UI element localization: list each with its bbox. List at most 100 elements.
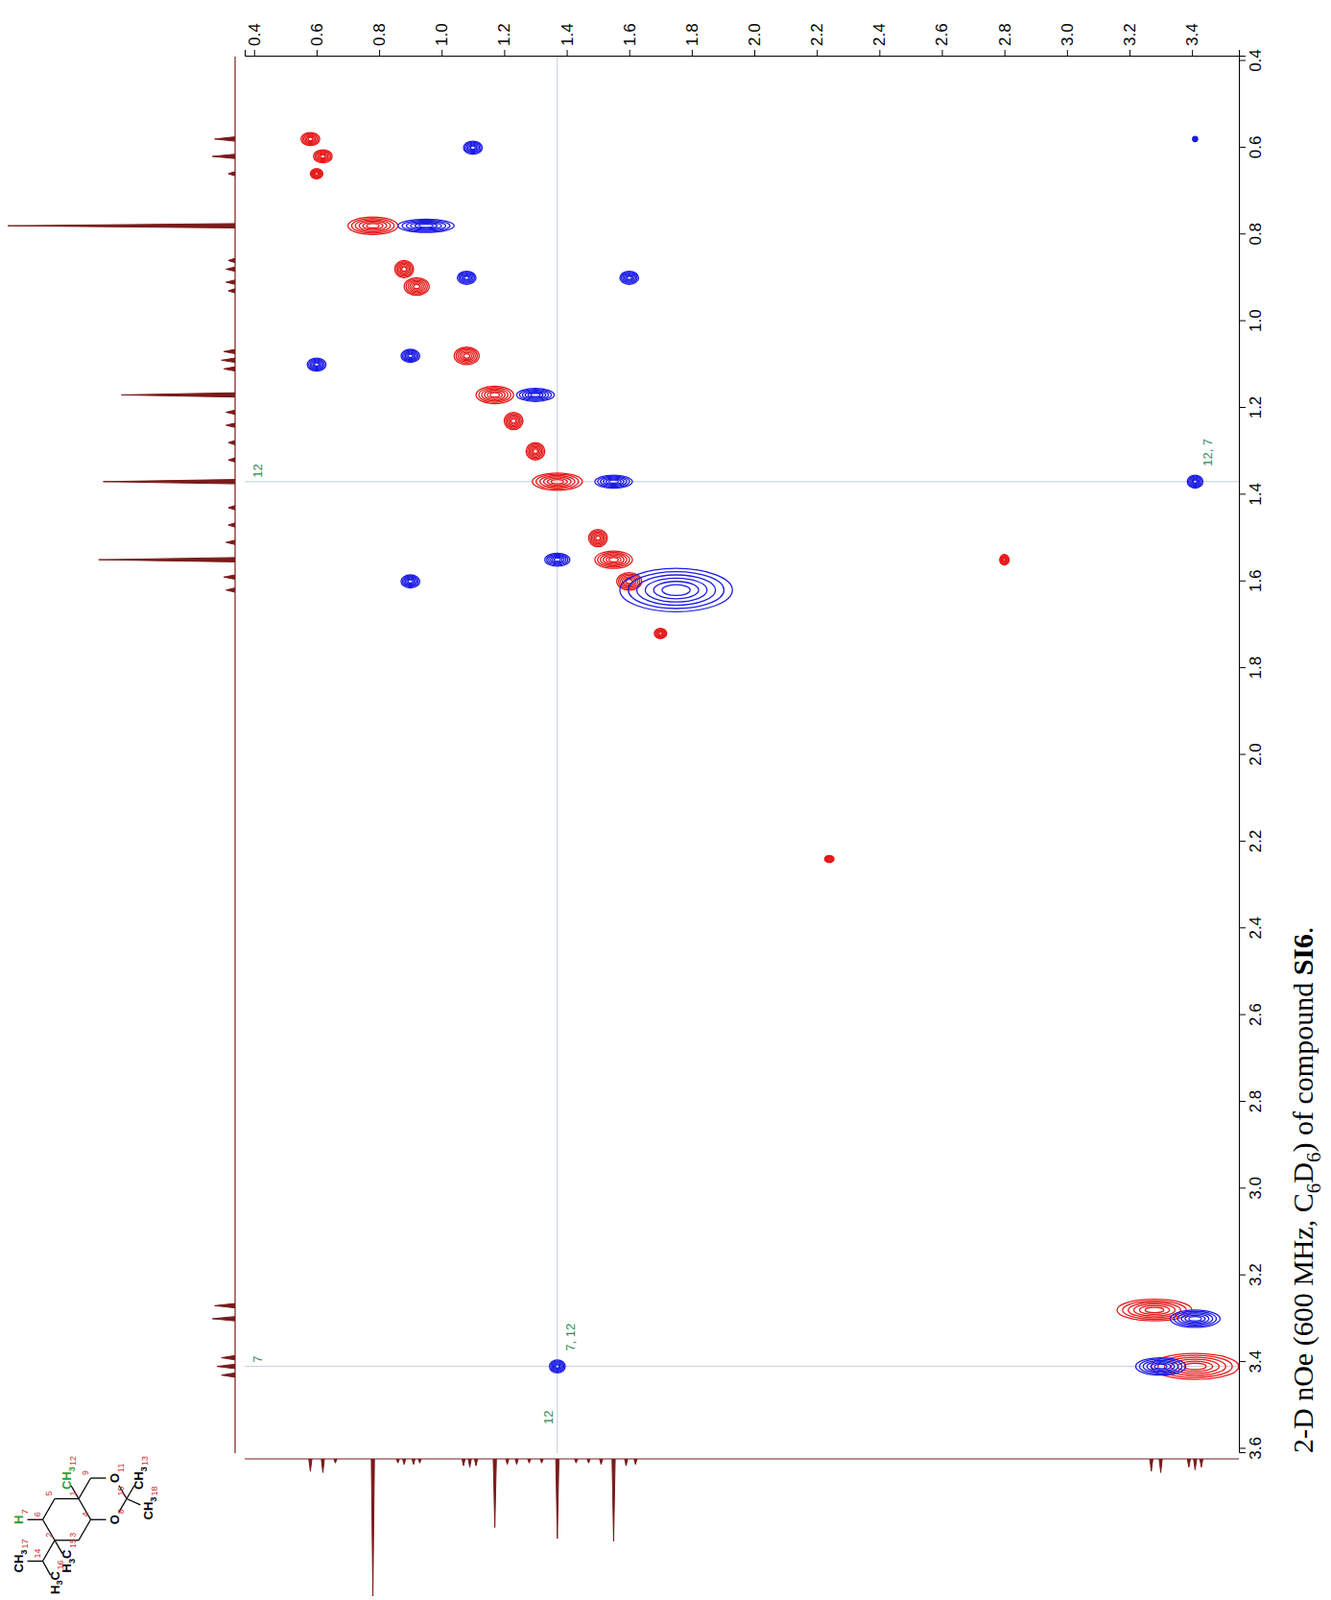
group-label: CH3 bbox=[11, 1549, 29, 1573]
group-label: O bbox=[107, 1473, 122, 1483]
tick: 0.6 bbox=[1238, 136, 1265, 160]
tick: 0.6 bbox=[308, 23, 327, 57]
spectrum-peak bbox=[333, 1458, 337, 1463]
spectrum-peak bbox=[223, 349, 236, 355]
contour-level bbox=[459, 273, 474, 283]
tick-mark bbox=[629, 49, 631, 57]
contour-level bbox=[1135, 1357, 1186, 1376]
projection-top bbox=[7, 56, 236, 1453]
contour-level bbox=[549, 1359, 566, 1374]
cross-peak bbox=[401, 349, 421, 363]
contour-level bbox=[505, 413, 523, 428]
tick-label: 2.6 bbox=[932, 23, 951, 47]
tick: 1.2 bbox=[495, 23, 514, 57]
tick: 1.8 bbox=[683, 23, 702, 57]
contour-level bbox=[1177, 1312, 1213, 1326]
contour-level bbox=[490, 392, 500, 398]
spectrum-peak bbox=[226, 588, 236, 594]
contour-level bbox=[351, 218, 394, 234]
contour-level bbox=[653, 581, 699, 599]
contour-level bbox=[457, 349, 476, 362]
f2-axis: 0.40.60.81.01.21.41.61.82.02.22.42.62.83… bbox=[1238, 48, 1265, 1460]
contour-level bbox=[1139, 1305, 1169, 1314]
atom-number: 7 bbox=[20, 1509, 30, 1515]
contour-level bbox=[355, 219, 390, 233]
spectrum-peak bbox=[228, 258, 236, 263]
spectrum-peak bbox=[321, 1458, 325, 1473]
tick-label: 0.4 bbox=[245, 23, 264, 47]
contour-level bbox=[461, 352, 472, 359]
contour-level bbox=[655, 628, 666, 638]
tick-label: 1.2 bbox=[495, 23, 514, 47]
projection-left bbox=[244, 1458, 1239, 1596]
contour-level bbox=[591, 531, 605, 545]
tick-mark bbox=[254, 49, 256, 57]
spectrum-peak bbox=[228, 522, 236, 528]
spectrum-peak bbox=[1159, 1458, 1163, 1473]
contour-level bbox=[1117, 1299, 1192, 1322]
tick-label: 2.8 bbox=[1246, 1090, 1265, 1114]
contour-level bbox=[466, 142, 480, 152]
tick: 0.4 bbox=[245, 23, 264, 57]
atom-number: 5 bbox=[44, 1490, 54, 1496]
cross-peak bbox=[453, 347, 479, 365]
cross-peak bbox=[401, 574, 421, 589]
contour-level bbox=[827, 856, 832, 861]
tick-label: 3.0 bbox=[1246, 1176, 1265, 1200]
tick: 3.6 bbox=[1238, 1436, 1265, 1460]
cross-peak bbox=[503, 412, 523, 430]
cross-peak bbox=[1169, 1309, 1220, 1328]
spectrum-peak bbox=[103, 479, 236, 485]
contour-level bbox=[1002, 557, 1007, 562]
tick-label: 3.2 bbox=[1246, 1262, 1265, 1286]
contour-level bbox=[590, 530, 607, 546]
formula-part: H bbox=[11, 1515, 26, 1524]
contour-level bbox=[511, 418, 517, 424]
tick: 0.4 bbox=[1238, 48, 1265, 72]
contour-level bbox=[358, 220, 387, 231]
formula-part: CH bbox=[11, 1554, 26, 1573]
tick-label: 3.0 bbox=[1058, 23, 1077, 47]
contour-level bbox=[527, 444, 545, 459]
tick-label: 2.0 bbox=[745, 23, 764, 47]
spectrum-peak bbox=[226, 280, 236, 286]
cross-peak bbox=[532, 473, 583, 491]
tick: 0.8 bbox=[1238, 222, 1265, 246]
tick: 2.8 bbox=[996, 23, 1015, 57]
tick: 2.6 bbox=[932, 23, 951, 57]
group-label: H3C bbox=[47, 1569, 66, 1594]
spectrum-peak bbox=[228, 171, 236, 177]
contour-level bbox=[1000, 555, 1008, 564]
tick-mark bbox=[942, 49, 944, 57]
contour-level bbox=[478, 387, 511, 403]
spectrum-peak bbox=[228, 505, 236, 511]
axis-line bbox=[245, 49, 1240, 57]
spectrum-peak bbox=[574, 1458, 578, 1463]
contour-level bbox=[503, 412, 523, 430]
contour-level bbox=[457, 271, 477, 286]
spectrum-peak bbox=[221, 357, 236, 363]
contour-level bbox=[465, 142, 482, 154]
contour-level bbox=[654, 628, 667, 640]
cross-peak bbox=[463, 141, 483, 155]
tick-mark bbox=[316, 49, 318, 57]
contour-level bbox=[398, 218, 455, 233]
tick-label: 1.6 bbox=[1246, 569, 1265, 593]
contour-level bbox=[396, 261, 413, 277]
tick: 2.8 bbox=[1238, 1090, 1265, 1114]
contour-level bbox=[622, 273, 637, 283]
spectrum-peak bbox=[228, 440, 236, 446]
contour-level bbox=[413, 284, 421, 289]
contour-level bbox=[402, 266, 407, 272]
tick-mark bbox=[379, 49, 381, 57]
spectrum-peak bbox=[226, 540, 236, 546]
caption-part: nOe bbox=[1286, 1353, 1319, 1408]
contour-level bbox=[1173, 1310, 1216, 1326]
guide-line bbox=[244, 1365, 1239, 1367]
spectrum-peak bbox=[612, 1458, 616, 1542]
cross-peak bbox=[619, 568, 733, 612]
atom-number: 13 bbox=[140, 1455, 150, 1466]
tick-label: 3.6 bbox=[1246, 1436, 1265, 1460]
bond bbox=[43, 1540, 56, 1562]
contour-level bbox=[662, 584, 690, 595]
